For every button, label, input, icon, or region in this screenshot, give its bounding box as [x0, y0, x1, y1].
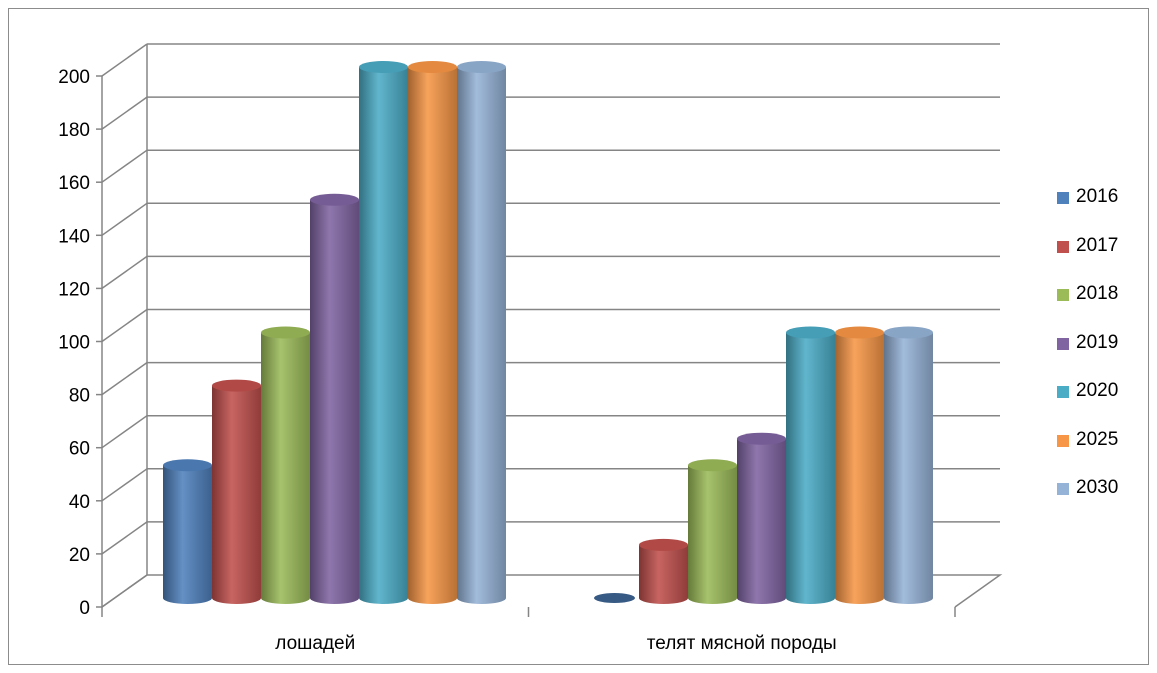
y-tick-label: 80: [69, 386, 90, 407]
legend-swatch: [1057, 337, 1069, 350]
y-tick-label: 0: [79, 598, 90, 619]
x-category-label: лошадей: [275, 633, 355, 654]
axes: [96, 44, 1003, 617]
legend-label: 2020: [1076, 380, 1119, 401]
bar: [163, 459, 212, 604]
bar: [786, 326, 835, 604]
bar: [261, 326, 310, 604]
side-gridline: [101, 202, 148, 236]
legend-label: 2019: [1076, 331, 1119, 353]
bar: [594, 593, 635, 603]
y-tick-label: 120: [58, 279, 90, 300]
legend-swatch: [1057, 386, 1069, 398]
legend-label: 2016: [1076, 186, 1119, 207]
y-tick-label: 160: [58, 173, 90, 194]
side-gridline: [101, 415, 148, 449]
legend-swatch: [1057, 434, 1069, 447]
y-tick-label: 180: [58, 120, 90, 141]
legend-swatch: [1057, 289, 1069, 301]
y-tick-label: 40: [69, 492, 90, 513]
bar: [310, 193, 359, 604]
side-gridline: [101, 255, 148, 290]
y-axis-tick-labels: 0 20 40 60 80 100 120 140 160 180 200: [58, 67, 90, 619]
floor-edge: [101, 574, 1003, 608]
bar: [457, 61, 506, 604]
y-tick-label: 140: [58, 226, 90, 247]
side-gridline: [101, 521, 148, 555]
legend-label: 2025: [1076, 428, 1119, 450]
y-tick-label: 200: [58, 67, 90, 88]
legend-swatch: [1057, 483, 1069, 495]
side-gridline: [101, 149, 148, 183]
x-axis-category-labels: лошадей телят мясной породы: [275, 633, 836, 654]
bar: [835, 326, 884, 604]
bar: [639, 538, 688, 604]
legend-swatch: [1057, 240, 1069, 253]
bars: [163, 61, 933, 604]
y-tick-label: 20: [69, 545, 90, 566]
side-gridline: [101, 308, 148, 343]
bar: [212, 379, 261, 604]
legend-swatch: [1057, 192, 1069, 204]
y-tick-label: 60: [69, 439, 90, 460]
bar: [737, 432, 786, 604]
side-gridline: [101, 96, 148, 130]
legend-label: 2018: [1076, 283, 1119, 304]
x-category-label: телят мясной породы: [647, 633, 837, 654]
bar: [359, 61, 408, 604]
bar: [688, 459, 737, 604]
side-gridline: [101, 43, 148, 77]
side-gridline: [101, 361, 148, 396]
bar: [408, 61, 457, 604]
side-gridline: [101, 468, 148, 502]
y-tick-label: 100: [58, 333, 90, 354]
bar: [884, 326, 933, 604]
legend-label: 2030: [1076, 477, 1119, 498]
legend-label: 2017: [1076, 234, 1119, 256]
